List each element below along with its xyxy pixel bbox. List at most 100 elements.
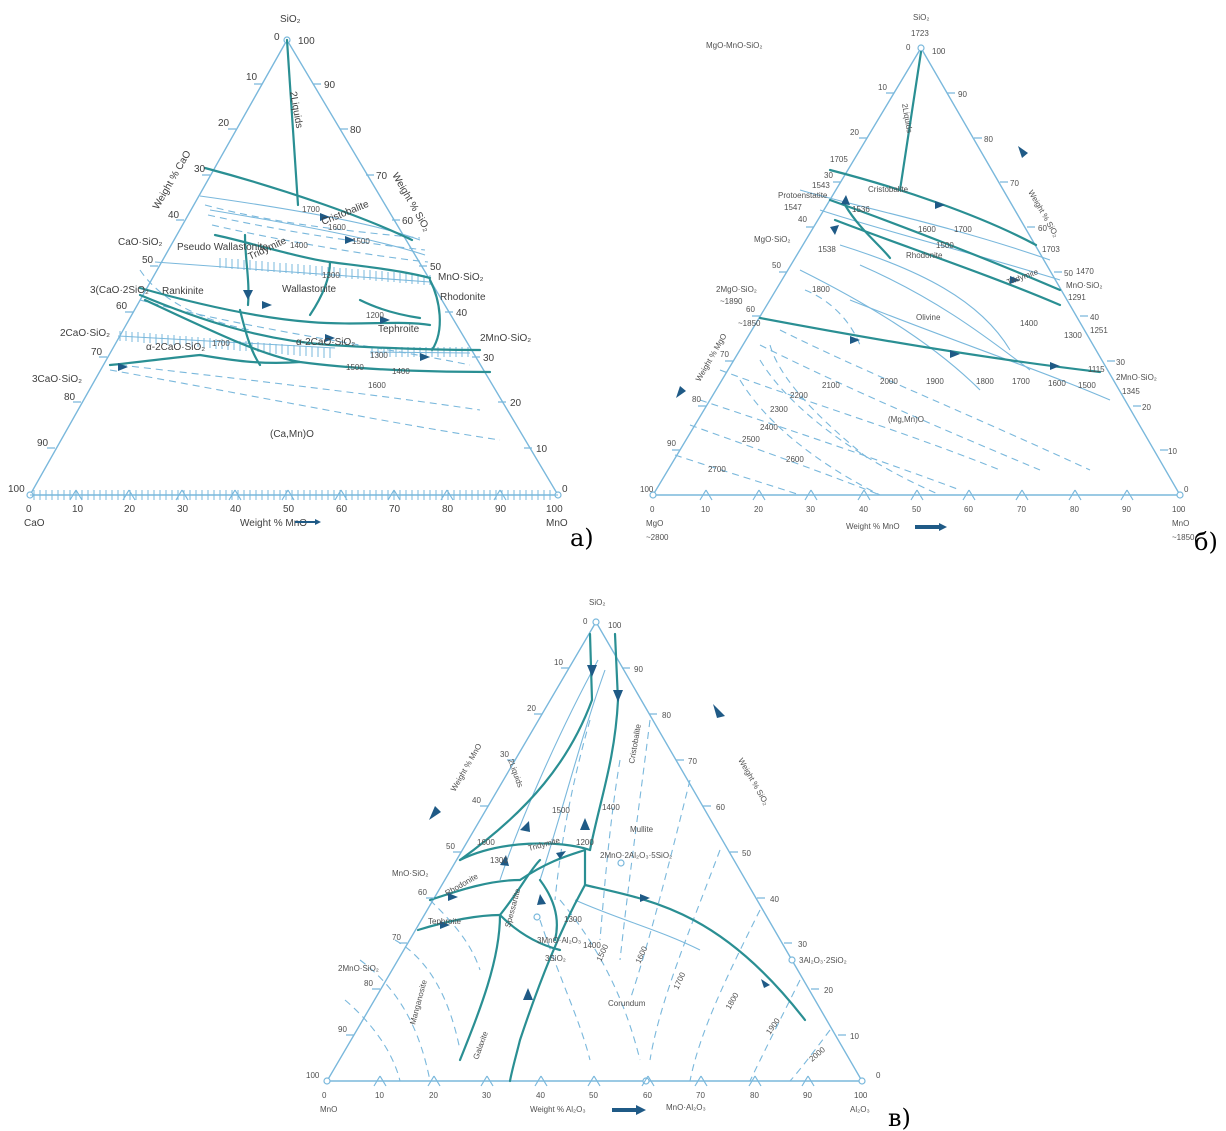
a-right-tick-70: 70 [376,171,388,182]
b-temp-1536: 1536 [852,205,870,214]
b-left-tick-40: 40 [798,215,807,224]
c-phase-2liquids: 2Liquids [506,758,525,789]
b-right-tick-40: 40 [1090,313,1099,322]
b-iso-1800-r: 1800 [976,377,994,386]
a-right-tick-20: 20 [510,398,522,409]
a-corner-left-label: CaO [24,518,45,529]
c-left-tick-50: 50 [446,842,455,851]
c-tag: в) [888,1104,911,1131]
b-apex-temp: 1723 [911,29,929,38]
c-compound-3sio2: 3SiO₂ [545,954,566,963]
c-left-tick-20: 20 [527,704,536,713]
a-iso-1300-low: 1300 [370,351,388,360]
c-phase-rhodonite: Rhodonite [444,871,481,897]
c-iso-1500: 1500 [552,806,570,815]
c-phase-mullite: Mullite [630,825,654,834]
c-phase-tephroite: Tephroite [428,917,461,926]
c-bottom-tick-50: 50 [589,1091,598,1100]
b-left-tick-0: 0 [906,43,911,52]
b-iso-2400: 2400 [760,423,778,432]
diagram-a-tick-labels: 0 10 20 30 40 50 60 70 80 90 100 0 10 20… [8,32,568,515]
a-bottom-tick-80: 80 [442,504,454,515]
a-iso-1200: 1200 [366,311,384,320]
c-left-tick-0: 0 [583,617,588,626]
c-left-tick-100: 100 [306,1071,320,1080]
c-left-tick-60: 60 [418,888,427,897]
b-iso-2100: 2100 [822,381,840,390]
a-left-tick-70: 70 [91,347,103,358]
c-left-tick-80: 80 [364,979,373,988]
diagram-b-left-point [649,491,657,499]
b-system-label: MgO-MnO-SiO₂ [706,41,762,50]
c-left-tick-90: 90 [338,1025,347,1034]
c-compound-2mno-2al2o3: 2MnO·2Al₂O₃·5SiO₂ [600,851,672,860]
c-phase-galaxite: Galaxite [471,1030,490,1061]
c-phase-corundum: Corundum [608,999,646,1008]
b-temp-1115: 1115 [1088,365,1105,374]
diagram-b-tick-labels: 0 10 20 30 40 50 60 70 80 90 100 0 10 20… [640,43,1189,514]
a-iso-1300: 1300 [322,271,340,280]
b-iso-2600: 2600 [786,455,804,464]
a-compound-2mno-sio2: 2MnO·SiO₂ [480,333,531,344]
a-compound-3cao-2sio2: 3(CaO·2SiO₂ [90,285,149,296]
c-bottom-tick-20: 20 [429,1091,438,1100]
diagram-c-labels: SiO₂ MnO Al₂O₃ Weight % Al₂O₃ Weight % M… [320,598,870,1115]
c-right-tick-50: 50 [742,849,751,858]
diagram-a-arrows [118,213,430,371]
b-left-tick-90: 90 [667,439,676,448]
diagram-a-ticks [47,83,532,501]
b-left-tick-50: 50 [772,261,781,270]
a-left-tick-40: 40 [168,210,180,221]
a-phase-wallastonite: Wallastonite [282,284,337,295]
a-iso-1700: 1700 [302,205,320,214]
b-right-tick-100: 100 [932,47,946,56]
b-iso-2200: 2200 [790,391,808,400]
a-left-tick-60: 60 [116,301,128,312]
b-axis-bottom-label: Weight % MnO [846,522,900,531]
diagram-c-ticks [346,667,846,1087]
b-iso-1900: 1900 [926,377,944,386]
b-phase-protoenstatite: Protoenstatite [778,191,828,200]
b-left-tick-30: 30 [824,171,833,180]
c-apex-label: SiO₂ [589,598,605,607]
diagram-c-3mno-point [533,913,541,921]
a-phase-rhodonite: Rhodonite [440,292,486,303]
a-left-tick-10: 10 [246,72,258,83]
c-compound-3al2o3-2sio2: 3Al₂O₃·2SiO₂ [799,956,847,965]
b-right-tick-10: 10 [1168,447,1177,456]
a-right-tick-0: 0 [562,484,568,495]
b-phase-rhodonite: Rhodonite [906,251,943,260]
a-compound-2cao-sio2: 2CaO·SiO₂ [60,328,110,339]
b-temp-1850: ~1850 [738,319,761,328]
b-temp-1291: 1291 [1068,293,1086,302]
b-temp-1890: ~1890 [720,297,743,306]
diagram-a-isotherms [109,195,501,441]
b-temp-1251: 1251 [1090,326,1108,335]
b-axis-right-arrow [1018,146,1028,158]
c-right-tick-90: 90 [634,665,643,674]
b-temp-1345: 1345 [1122,387,1140,396]
b-bottom-tick-50: 50 [912,505,921,514]
c-bottom-tick-10: 10 [375,1091,384,1100]
b-iso-1700: 1700 [954,225,972,234]
c-right-tick-80: 80 [662,711,671,720]
diagram-c-mullite-point [788,956,796,964]
b-left-tick-60: 60 [746,305,755,314]
diagram-c-2mno-point [617,859,625,867]
c-compound-mno-sio2: MnO·SiO₂ [392,869,428,878]
a-left-tick-100: 100 [8,484,25,495]
a-right-tick-100: 100 [298,36,315,47]
c-iso-1800: 1800 [724,991,741,1011]
a-right-tick-10: 10 [536,444,548,455]
b-corner-right-label: MnO [1172,519,1189,528]
a-compound-3cao-sio2: 3CaO·SiO₂ [32,374,82,385]
diagram-c-isotherms [344,659,831,1082]
c-iso-2000: 2000 [808,1045,828,1064]
a-phase-rankinite: Rankinite [162,286,204,297]
c-iso-1700: 1700 [672,970,688,990]
a-iso-1600: 1600 [328,223,346,232]
c-axis-right-label: Weight % SiO₂ [736,757,770,807]
a-phase-tephroite: Tephroite [378,324,420,335]
c-iso-1600: 1600 [477,838,495,847]
b-corner-left-temp: ~2800 [646,533,669,542]
